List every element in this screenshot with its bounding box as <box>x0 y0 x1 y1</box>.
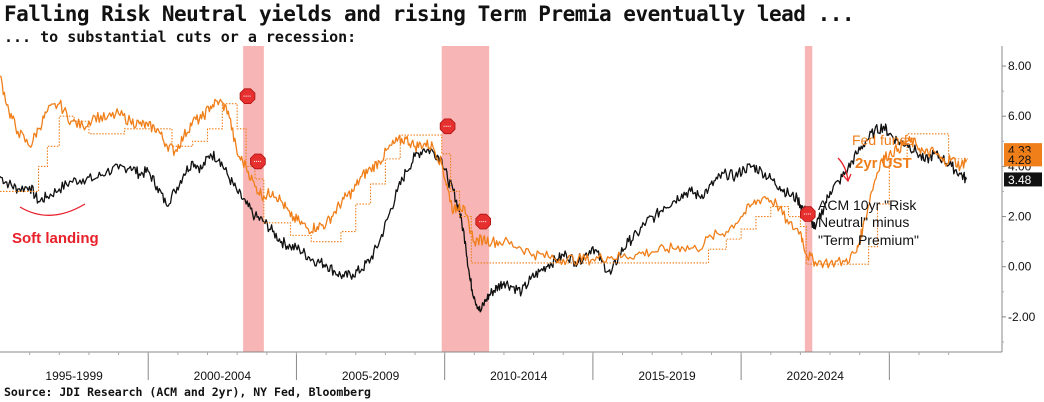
acm-label-line-1: ACM 10yr "Risk <box>818 197 917 213</box>
soft-landing-arc <box>19 203 86 216</box>
soft-landing-label: Soft landing <box>12 230 99 247</box>
x-category-label-5: 2020-2024 <box>787 369 845 383</box>
down-arrow-icon <box>837 157 852 183</box>
series-line-2yr-ust <box>0 75 968 269</box>
chart-title: Falling Risk Neutral yields and rising T… <box>4 2 855 26</box>
y-tick-label-1: 0.00 <box>1008 260 1032 274</box>
x-category-label-1: 2000-2004 <box>194 369 252 383</box>
x-category-label-0: 1995-1999 <box>45 369 103 383</box>
source-note: Source: JDI Research (ACM and 2yr), NY F… <box>4 385 371 399</box>
ust-2yr-label: 2yr UST <box>855 155 912 172</box>
last-value-labels: 4.334.283.48 <box>1004 143 1042 187</box>
last-value-box-0 <box>1004 172 1042 187</box>
y-tick-label-2: 2.00 <box>1008 210 1032 224</box>
y-tick-label-4: 6.00 <box>1008 109 1032 123</box>
event-marker-1 <box>250 153 266 170</box>
y-tick-label-0: -2.00 <box>1008 310 1036 324</box>
last-value-box-1 <box>1004 152 1042 167</box>
x-category-label-4: 2015-2019 <box>638 369 696 383</box>
x-axis: 1995-1999 2000-2004 2005-2009 2010-2014 2015… <box>29 352 950 383</box>
event-markers <box>239 88 816 230</box>
event-marker-0 <box>239 88 256 104</box>
event-marker-3 <box>475 213 492 230</box>
plot-frame <box>0 46 1003 353</box>
recession-band-2 <box>804 46 813 352</box>
x-category-label-2: 2005-2009 <box>342 369 400 383</box>
fed-funds-label: Fed funds <box>852 132 914 148</box>
y-axis: -2.000.002.004.006.008.00 <box>1002 59 1036 343</box>
acm-label-line-2: Neutral" minus <box>818 214 909 230</box>
acm-label-line-3: "Term Premium" <box>818 232 919 248</box>
event-marker-2 <box>439 118 456 135</box>
y-tick-label-5: 8.00 <box>1008 59 1032 73</box>
last-value-label-0: 3.48 <box>1008 173 1032 187</box>
event-marker-4 <box>800 206 816 222</box>
recession-band-0 <box>243 46 264 352</box>
chart-subtitle: ... to substantial cuts or a recession: <box>4 28 357 46</box>
x-category-label-3: 2010-2014 <box>490 369 548 383</box>
last-value-label-1: 4.28 <box>1008 153 1032 167</box>
recession-bands <box>243 46 813 352</box>
